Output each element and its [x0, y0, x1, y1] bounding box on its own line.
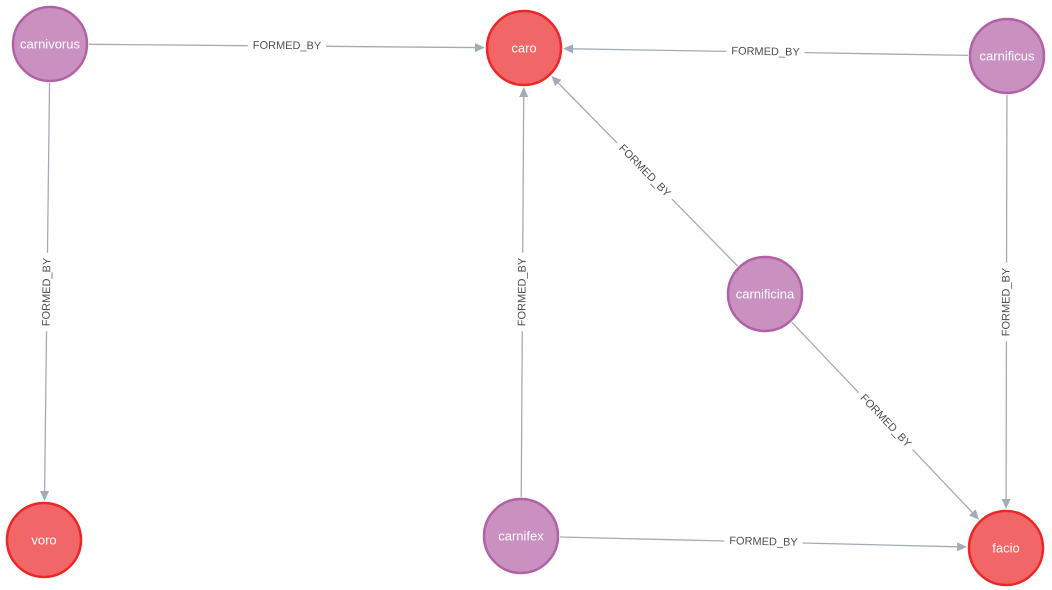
edges-layer: FORMED_BY FORMED_BY FORMED_BY FORMED_BY FORM… — [40, 40, 1013, 552]
edge-label: FORMED_BY — [729, 535, 798, 549]
edge-label: FORMED_BY — [253, 40, 322, 53]
edge-carnificina-to-facio[interactable]: FORMED_BY — [791, 321, 980, 520]
node-circle — [726, 255, 804, 333]
edge-line — [326, 45, 476, 49]
edge-line — [522, 96, 525, 253]
arrowhead-icon — [519, 86, 529, 98]
edge-line — [46, 82, 51, 253]
node-label: carnificina — [736, 287, 795, 302]
edge-label: FORMED_BY — [858, 392, 914, 450]
node-facio[interactable]: facio — [967, 509, 1045, 587]
edge-carnivorus-to-voro[interactable]: FORMED_BY — [40, 82, 54, 502]
edge-line — [804, 51, 969, 57]
arrowhead-icon — [1001, 498, 1011, 510]
node-circle — [11, 5, 89, 83]
node-label: carnifex — [498, 529, 544, 544]
arrowhead-icon — [551, 75, 562, 87]
edge-line — [557, 82, 618, 144]
edge-line — [559, 536, 725, 542]
edge-line — [671, 198, 739, 267]
node-circle — [967, 509, 1045, 587]
edge-carnifex-to-facio[interactable]: FORMED_BY — [559, 535, 968, 552]
edge-carnifex-to-caro[interactable]: FORMED_BY — [516, 86, 529, 498]
nodes-layer: carnivorus caro carnificus carnificina voro c… — [5, 5, 1046, 587]
edge-label: FORMED_BY — [516, 257, 528, 326]
edge-carnificina-to-caro[interactable]: FORMED_BY — [551, 75, 739, 267]
node-label: carnivorus — [20, 37, 80, 52]
edge-carnificus-to-facio[interactable]: FORMED_BY — [1000, 94, 1013, 510]
node-caro[interactable]: caro — [485, 9, 563, 87]
node-label: caro — [511, 41, 536, 56]
node-label: carnificus — [980, 49, 1035, 64]
edge-label: FORMED_BY — [1000, 267, 1012, 336]
node-circle — [5, 501, 83, 579]
edge-line — [791, 321, 859, 393]
arrowhead-icon — [40, 490, 50, 502]
node-circle — [482, 497, 560, 575]
node-label: facio — [992, 541, 1019, 556]
edge-carnificus-to-caro[interactable]: FORMED_BY — [562, 44, 969, 59]
arrowhead-icon — [969, 509, 980, 520]
edge-carnivorus-to-caro[interactable]: FORMED_BY — [88, 40, 486, 53]
edge-line — [43, 331, 48, 492]
node-label: voro — [31, 533, 56, 548]
node-voro[interactable]: voro — [5, 501, 83, 579]
edge-line — [572, 48, 727, 53]
edge-line — [88, 43, 248, 47]
node-carnivorus[interactable]: carnivorus — [11, 5, 89, 83]
arrowhead-icon — [474, 43, 486, 53]
node-carnificus[interactable]: carnificus — [968, 17, 1046, 95]
edge-line — [912, 449, 973, 513]
arrowhead-icon — [562, 44, 574, 54]
edge-label: FORMED_BY — [731, 45, 800, 58]
edge-label: FORMED_BY — [41, 257, 54, 326]
node-carnificina[interactable]: carnificina — [726, 255, 804, 333]
node-circle — [968, 17, 1046, 95]
edge-label: FORMED_BY — [616, 142, 673, 200]
arrowhead-icon — [956, 542, 968, 552]
edge-line — [802, 542, 958, 548]
node-carnifex[interactable]: carnifex — [482, 497, 560, 575]
node-circle — [485, 9, 563, 87]
edge-line — [520, 331, 523, 498]
